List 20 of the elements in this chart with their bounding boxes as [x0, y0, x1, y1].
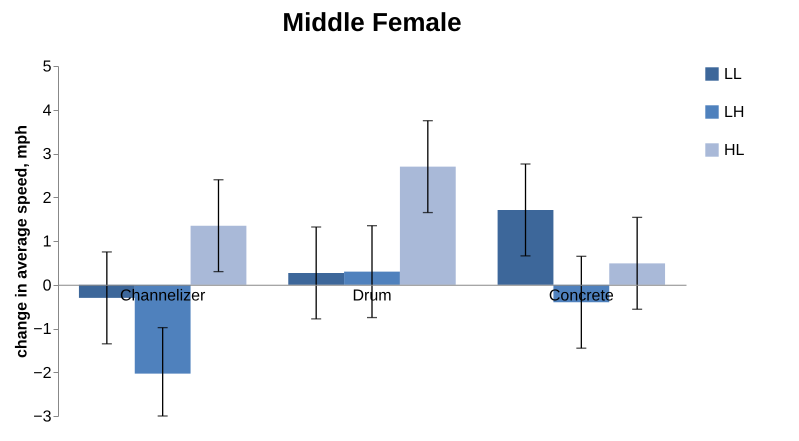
bar — [400, 166, 456, 285]
y-tick-label: −2 — [33, 364, 52, 382]
y-tick-label: 1 — [42, 234, 52, 250]
legend-label: LH — [724, 104, 744, 121]
legend-label: LL — [724, 66, 742, 83]
y-tick-label: −1 — [33, 321, 52, 338]
y-tick-label: 3 — [42, 146, 52, 163]
chart-title: Middle Female — [282, 7, 462, 37]
bar — [609, 263, 666, 285]
y-tick-label: 4 — [42, 102, 52, 120]
bar — [288, 272, 344, 285]
bar — [344, 272, 400, 285]
bar — [498, 210, 554, 285]
y-tick-label: 0 — [42, 277, 52, 294]
bar — [190, 226, 246, 285]
y-tick-label: −3 — [33, 408, 52, 426]
legend-label: HL — [724, 142, 745, 159]
y-tick-label: 2 — [42, 190, 52, 207]
y-axis-title: change in average speed, mph — [13, 125, 30, 358]
y-tick-label: 5 — [42, 58, 52, 76]
